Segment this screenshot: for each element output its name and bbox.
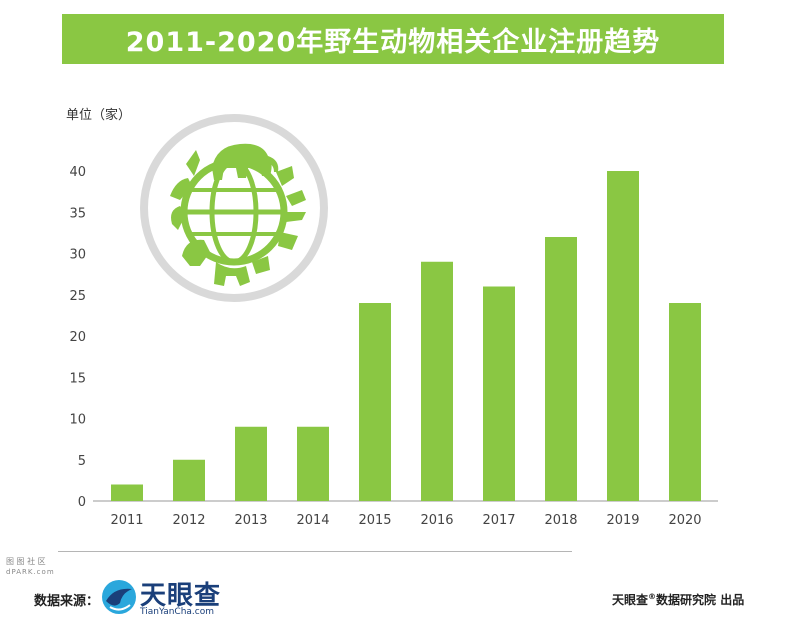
watermark-line-1: 图 图 社 区 (6, 557, 46, 566)
y-tick-label: 15 (69, 371, 86, 386)
bar-2017 (483, 286, 515, 501)
tianyancha-logo-icon (102, 580, 136, 614)
bar-2016 (421, 261, 453, 501)
x-tick-label-2018: 2018 (544, 513, 577, 528)
bar-2013 (235, 426, 267, 501)
y-tick-label: 20 (69, 330, 86, 345)
y-tick-label: 0 (78, 495, 86, 510)
y-axis-unit-label: 单位（家） (66, 108, 132, 123)
bar-2019 (607, 171, 639, 501)
bar-2014 (297, 426, 329, 501)
x-tick-label-2017: 2017 (482, 513, 515, 528)
x-tick-label-2016: 2016 (420, 513, 453, 528)
watermark-line-2: dPARK.com (6, 568, 55, 576)
x-tick-label-2011: 2011 (110, 513, 143, 528)
watermark: 图 图 社 区 dPARK.com (6, 556, 55, 578)
y-tick-label: 30 (69, 248, 86, 263)
credit-brand: 天眼查 (612, 593, 649, 607)
y-tick-label: 25 (69, 289, 86, 304)
y-tick-label: 40 (69, 165, 86, 180)
y-axis-tick-labels: 0 5 10 15 20 25 30 35 40 (69, 165, 86, 510)
title-banner: 2011-2020年野生动物相关企业注册趋势 (62, 14, 724, 64)
bar-2018 (545, 237, 577, 501)
credit-text: 数据研究院 出品 (656, 593, 745, 607)
registered-mark: ® (648, 592, 657, 601)
credit-line: 天眼查®数据研究院 出品 (612, 591, 744, 608)
x-tick-label-2015: 2015 (358, 513, 391, 528)
bar-2012 (173, 459, 205, 501)
bar-2015 (359, 303, 391, 501)
chart-title: 2011-2020年野生动物相关企业注册趋势 (125, 26, 661, 58)
y-tick-label: 35 (69, 206, 86, 221)
x-tick-label-2020: 2020 (668, 513, 701, 528)
bar-2011 (111, 484, 143, 501)
x-tick-label-2014: 2014 (296, 513, 329, 528)
x-axis-tick-labels: 2011 2012 2013 2014 2015 2016 2017 2018 2019 2020 (110, 513, 701, 528)
logo-url: TianYanCha.com (140, 607, 215, 617)
y-tick-label: 10 (69, 413, 86, 428)
x-tick-label-2013: 2013 (234, 513, 267, 528)
x-tick-label-2019: 2019 (606, 513, 639, 528)
globe-animals-emblem-icon (140, 114, 328, 302)
logo-name: 天眼查 (140, 581, 222, 611)
bar-series (111, 171, 701, 501)
data-source-label: 数据来源： (34, 594, 100, 609)
footer-divider (58, 551, 572, 552)
y-tick-label: 5 (78, 454, 86, 469)
x-tick-label-2012: 2012 (172, 513, 205, 528)
bar-2020 (669, 303, 701, 501)
